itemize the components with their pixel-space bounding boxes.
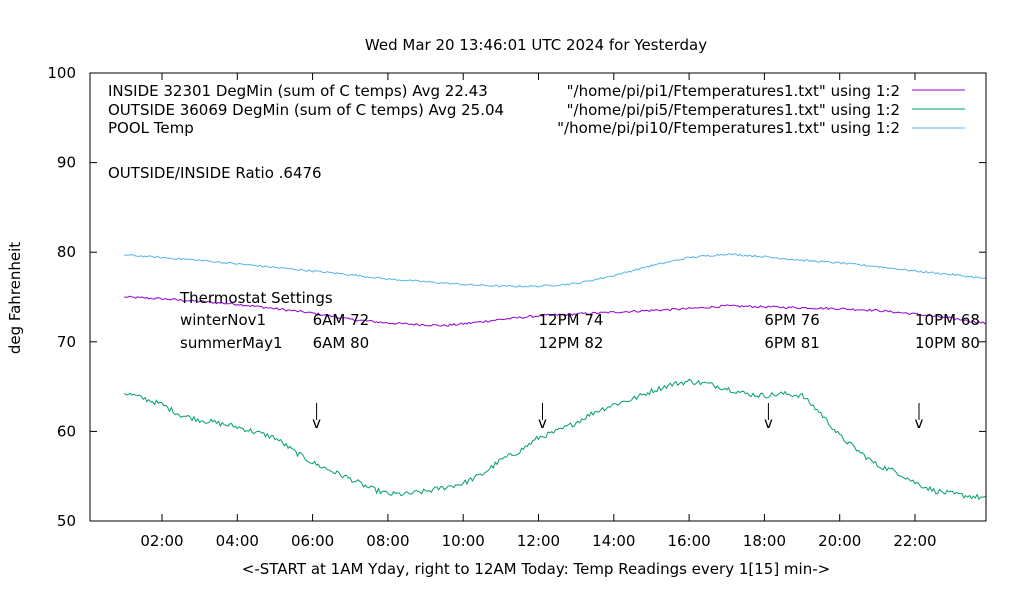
series-line-2: [124, 253, 987, 288]
legend-label-outside: OUTSIDE 36069 DegMin (sum of C temps) Av…: [108, 101, 504, 119]
legend-swatches: [912, 89, 965, 129]
series-layer: [123, 253, 987, 501]
legend-source-outside: "/home/pi/pi5/Ftemperatures1.txt" using …: [567, 101, 900, 119]
legend-source-inside: "/home/pi/pi1/Ftemperatures1.txt" using …: [567, 82, 900, 100]
x-tick-label: 16:00: [667, 532, 710, 550]
plot-frame: [89, 72, 987, 522]
x-tick-label: 10:00: [442, 532, 485, 550]
thermostat-row-label-summer: summerMay1: [180, 334, 283, 352]
y-axis-label: deg Fahrenheit: [6, 242, 24, 354]
thermostat-setting: 6PM 81: [764, 334, 819, 352]
x-tick-label: 18:00: [743, 532, 786, 550]
thermostat-setting: 6PM 76: [764, 311, 819, 329]
time-marker-glyph: v: [915, 414, 924, 432]
tick-layer: 02:00 04:00 06:00 08:00 10:00 12:00 14:00 16:00…: [47, 64, 986, 550]
thermostat-setting: 12PM 82: [539, 334, 604, 352]
legend-label-inside: INSIDE 32301 DegMin (sum of C temps) Avg…: [108, 82, 488, 100]
x-tick-label: 20:00: [818, 532, 861, 550]
x-tick-label: 22:00: [893, 532, 936, 550]
y-tick-label: 80: [57, 243, 76, 261]
x-tick-label: 12:00: [517, 532, 560, 550]
ratio-annotation: OUTSIDE/INSIDE Ratio .6476: [108, 164, 322, 182]
thermostat-setting: 10PM 80: [915, 334, 980, 352]
x-tick-label: 14:00: [592, 532, 635, 550]
legend-label-pool: POOL Temp: [108, 119, 194, 137]
legend-source-pool: "/home/pi/pi10/Ftemperatures1.txt" using…: [557, 119, 900, 137]
y-tick-label: 60: [57, 422, 76, 440]
time-marker-glyph: v: [312, 414, 321, 432]
legend: INSIDE 32301 DegMin (sum of C temps) Avg…: [108, 82, 965, 137]
thermostat-table: Thermostat Settings winterNov1 summerMay…: [179, 289, 980, 352]
series-line-1: [123, 378, 987, 501]
x-tick-label: 02:00: [140, 532, 183, 550]
thermostat-setting: 6AM 80: [313, 334, 370, 352]
y-tick-label: 70: [57, 333, 76, 351]
chart-title: Wed Mar 20 13:46:01 UTC 2024 for Yesterd…: [365, 36, 707, 54]
y-tick-label: 90: [57, 154, 76, 172]
x-tick-label: 06:00: [291, 532, 334, 550]
time-marker-glyph: v: [538, 414, 547, 432]
thermostat-title: Thermostat Settings: [179, 289, 333, 307]
y-tick-label: 50: [57, 512, 76, 530]
series-line-0: [124, 295, 987, 327]
x-tick-label: 08:00: [366, 532, 409, 550]
thermostat-setting: 6AM 72: [313, 311, 370, 329]
thermostat-cells: 6AM 72 12PM 74 6PM 76 10PM 68 6AM 80 12PM 82 6…: [313, 311, 980, 352]
thermostat-row-label-winter: winterNov1: [180, 311, 266, 329]
thermostat-setting: 12PM 74: [539, 311, 604, 329]
x-axis-label: <-START at 1AM Yday, right to 12AM Today…: [242, 560, 830, 578]
y-tick-label: 100: [47, 64, 76, 82]
x-tick-label: 04:00: [216, 532, 259, 550]
time-marker-glyph: v: [764, 414, 773, 432]
thermostat-setting: 10PM 68: [915, 311, 980, 329]
